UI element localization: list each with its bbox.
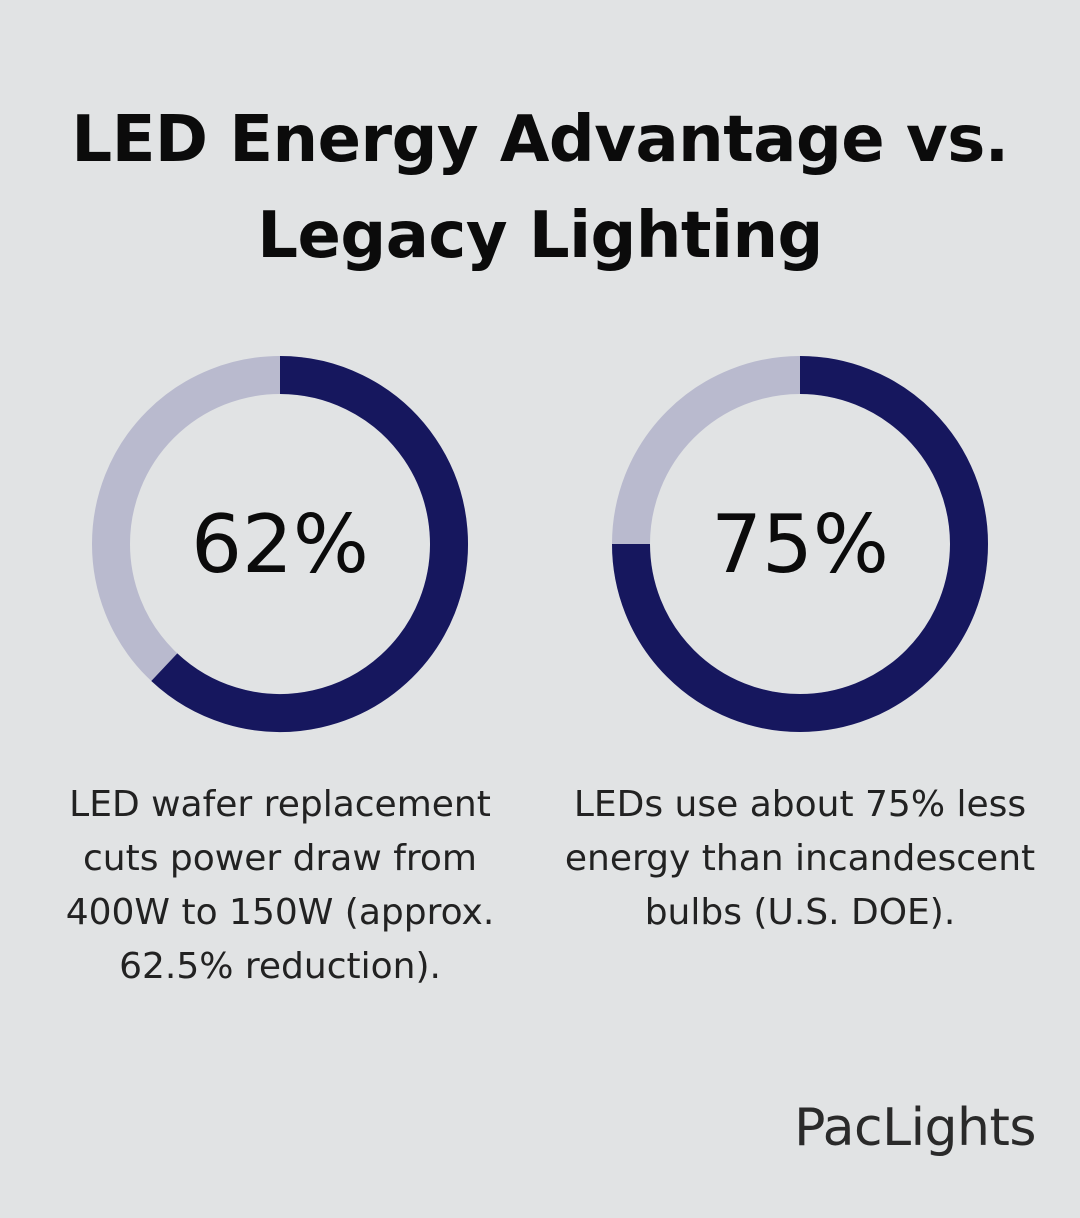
donut-arc-value <box>612 356 988 732</box>
brand-logo: PacLights <box>794 1098 1036 1158</box>
donut-chart-energy-use: 75% <box>612 356 988 732</box>
title-line-2: Legacy Lighting <box>257 199 823 273</box>
donut-percent-label: 62% <box>191 498 369 591</box>
donut-percent-label: 75% <box>711 498 889 591</box>
title-line-1: LED Energy Advantage vs. <box>71 103 1009 177</box>
stat-card-power-draw: 62% LED wafer replacement cuts power dra… <box>66 354 494 987</box>
donut-chart-power-draw: 62% <box>92 356 468 732</box>
stat-caption: LEDs use about 75% less energy than inca… <box>564 784 1036 933</box>
donut-arc-value <box>151 356 468 732</box>
stat-caption: LED wafer replacement cuts power draw fr… <box>65 784 495 987</box>
stat-card-energy-use: 75% LEDs use about 75% less energy than … <box>565 354 1035 933</box>
page-title: LED Energy Advantage vs. Legacy Lighting <box>40 92 1040 284</box>
